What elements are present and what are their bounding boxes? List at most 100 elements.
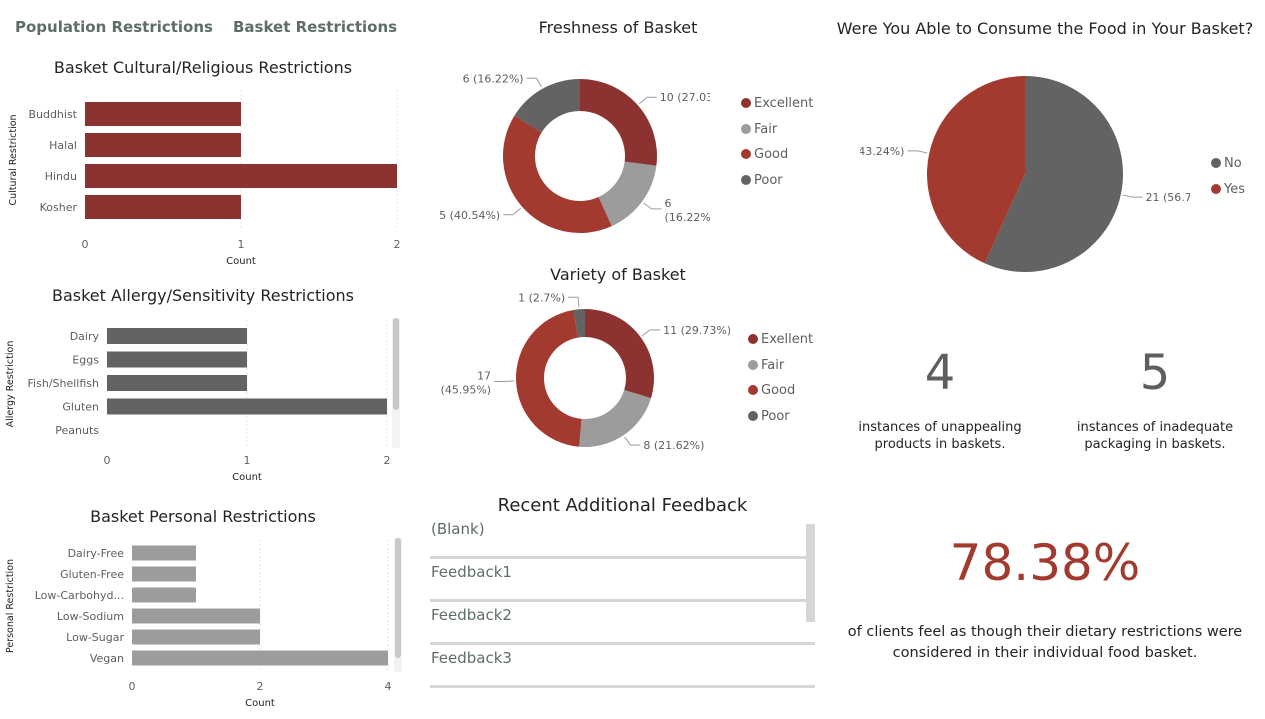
legend-swatch bbox=[741, 98, 751, 108]
legend-item[interactable]: Poor bbox=[741, 173, 783, 188]
bar bbox=[132, 587, 196, 603]
x-axis-title: Count bbox=[226, 256, 256, 267]
bar bbox=[107, 351, 247, 368]
x-tick-label: 0 bbox=[104, 454, 111, 467]
y-category-label: Gluten bbox=[62, 401, 99, 414]
y-category-label: Dairy-Free bbox=[68, 547, 125, 560]
feedback-title: Recent Additional Feedback bbox=[497, 495, 748, 516]
personal-chart-scroll-thumb[interactable] bbox=[395, 538, 401, 658]
label-leader bbox=[1122, 194, 1143, 198]
bar bbox=[132, 629, 260, 645]
freshness-chart-title: Freshness of Basket bbox=[538, 18, 698, 37]
nav-population-restrictions[interactable]: Population Restrictions bbox=[15, 18, 213, 36]
data-label: 21 (56.76%) bbox=[1146, 191, 1190, 204]
legend-item[interactable]: Excellent bbox=[741, 96, 813, 111]
data-label: 8 (21.62%) bbox=[643, 439, 704, 452]
legend-item[interactable]: Exellent bbox=[748, 332, 813, 347]
pie-slice bbox=[573, 309, 585, 338]
allergy-restrictions-bar-chart: 0 1 2 Count Allergy Restriction Dairy Eggs Fish… bbox=[5, 320, 391, 483]
feedback-item[interactable]: Feedback3 bbox=[430, 644, 815, 688]
pie-slice bbox=[514, 79, 580, 133]
legend-swatch bbox=[748, 359, 758, 370]
y-axis-title: Personal Restriction bbox=[5, 559, 16, 653]
feedback-item[interactable]: Feedback1 bbox=[430, 558, 815, 602]
y-category-label: Dairy bbox=[70, 330, 100, 343]
x-tick-label: 4 bbox=[385, 680, 392, 693]
legend-item[interactable]: Yes bbox=[1211, 182, 1245, 197]
feedback-item[interactable]: (Blank) bbox=[430, 515, 815, 559]
unappealing-label: instances of unappealing products in bas… bbox=[858, 420, 1022, 452]
feedback-item[interactable]: Feedback2 bbox=[430, 601, 815, 645]
consume-chart-title: Were You Able to Consume the Food in You… bbox=[836, 19, 1254, 38]
x-axis-title: Count bbox=[232, 472, 262, 483]
variety-chart-title: Variety of Basket bbox=[550, 265, 686, 284]
legend-swatch bbox=[1211, 184, 1221, 194]
legend-item[interactable]: Fair bbox=[741, 122, 777, 137]
data-label: 17 bbox=[477, 369, 491, 382]
allergy-chart-title: Basket Allergy/Sensitivity Restrictions bbox=[51, 286, 355, 305]
y-category-label: Buddhist bbox=[28, 108, 77, 121]
legend-item[interactable]: No bbox=[1211, 156, 1242, 171]
pie-slice bbox=[984, 76, 1123, 272]
legend-item[interactable]: Good bbox=[748, 383, 795, 398]
bar bbox=[132, 545, 196, 561]
legend-swatch bbox=[748, 410, 758, 421]
legend-label: Poor bbox=[761, 408, 790, 424]
legend-item[interactable]: Fair bbox=[748, 358, 784, 373]
y-axis-title: Allergy Restriction bbox=[5, 341, 16, 428]
label-leader bbox=[503, 207, 522, 216]
y-category-label: Low-Carbohyd... bbox=[35, 589, 124, 602]
data-label: 16 (43.24%) bbox=[860, 145, 904, 158]
legend-label: Yes bbox=[1224, 182, 1245, 197]
legend-swatch bbox=[748, 334, 758, 344]
legend-label: Good bbox=[761, 383, 796, 398]
legend-swatch bbox=[748, 385, 758, 395]
allergy-chart-scroll-thumb[interactable] bbox=[393, 318, 399, 410]
pie-slice bbox=[503, 115, 612, 234]
data-label: 11 (29.73%) bbox=[663, 324, 730, 337]
dietary-considered-label: of clients feel as though their dietary … bbox=[847, 624, 1243, 661]
x-tick-label: 2 bbox=[257, 680, 264, 693]
feedback-scrollbar[interactable] bbox=[806, 524, 815, 622]
legend-item[interactable]: Poor bbox=[748, 409, 790, 424]
bar bbox=[132, 650, 388, 666]
data-label: 6 bbox=[665, 197, 672, 210]
y-category-label: Fish/Shellfish bbox=[28, 377, 99, 390]
y-category-label: Hindu bbox=[45, 170, 77, 183]
bar bbox=[107, 328, 247, 344]
legend-label: Exellent bbox=[761, 332, 814, 347]
cultural-chart-title: Basket Cultural/Religious Restrictions bbox=[53, 58, 353, 77]
legend-label: No bbox=[1224, 156, 1242, 171]
consume-pie-chart: 21 (56.76%) 16 (43.24%) bbox=[860, 76, 1190, 272]
label-leader bbox=[638, 96, 657, 105]
feedback-item-text: (Blank) bbox=[431, 520, 485, 538]
packaging-label: instances of inadequate packaging in bas… bbox=[1076, 420, 1234, 452]
label-leader bbox=[907, 150, 928, 154]
data-label: 6 (16.22%) bbox=[463, 72, 524, 85]
legend-swatch bbox=[1211, 158, 1221, 168]
pie-slice bbox=[598, 161, 657, 227]
data-label: 1 (2.7%) bbox=[518, 291, 565, 304]
bar bbox=[85, 102, 241, 126]
dietary-considered-percent: 78.38% bbox=[949, 534, 1141, 592]
legend-swatch bbox=[741, 174, 751, 185]
unappealing-count: 4 bbox=[924, 345, 956, 401]
x-tick-label: 2 bbox=[394, 238, 401, 251]
pie-slice bbox=[580, 79, 657, 166]
nav-basket-restrictions[interactable]: Basket Restrictions bbox=[233, 18, 398, 36]
y-axis-title: Cultural Restriction bbox=[8, 114, 19, 205]
legend-swatch bbox=[741, 123, 751, 134]
data-label: (16.22%) bbox=[665, 211, 710, 224]
legend-label: Fair bbox=[754, 121, 778, 137]
legend-item[interactable]: Good bbox=[741, 147, 788, 162]
cultural-restrictions-bar-chart: 0 1 2 Count Cultural Restriction Buddhist Hala… bbox=[8, 90, 401, 267]
y-category-label: Low-Sugar bbox=[66, 631, 124, 644]
label-leader bbox=[568, 296, 580, 308]
label-leader bbox=[526, 77, 542, 88]
data-label: 15 (40.54%) bbox=[440, 209, 500, 222]
data-label: 10 (27.03%) bbox=[660, 91, 710, 104]
legend-label: Fair bbox=[761, 357, 785, 373]
label-leader bbox=[624, 436, 641, 446]
y-category-label: Halal bbox=[49, 139, 77, 152]
x-tick-label: 2 bbox=[384, 454, 391, 467]
